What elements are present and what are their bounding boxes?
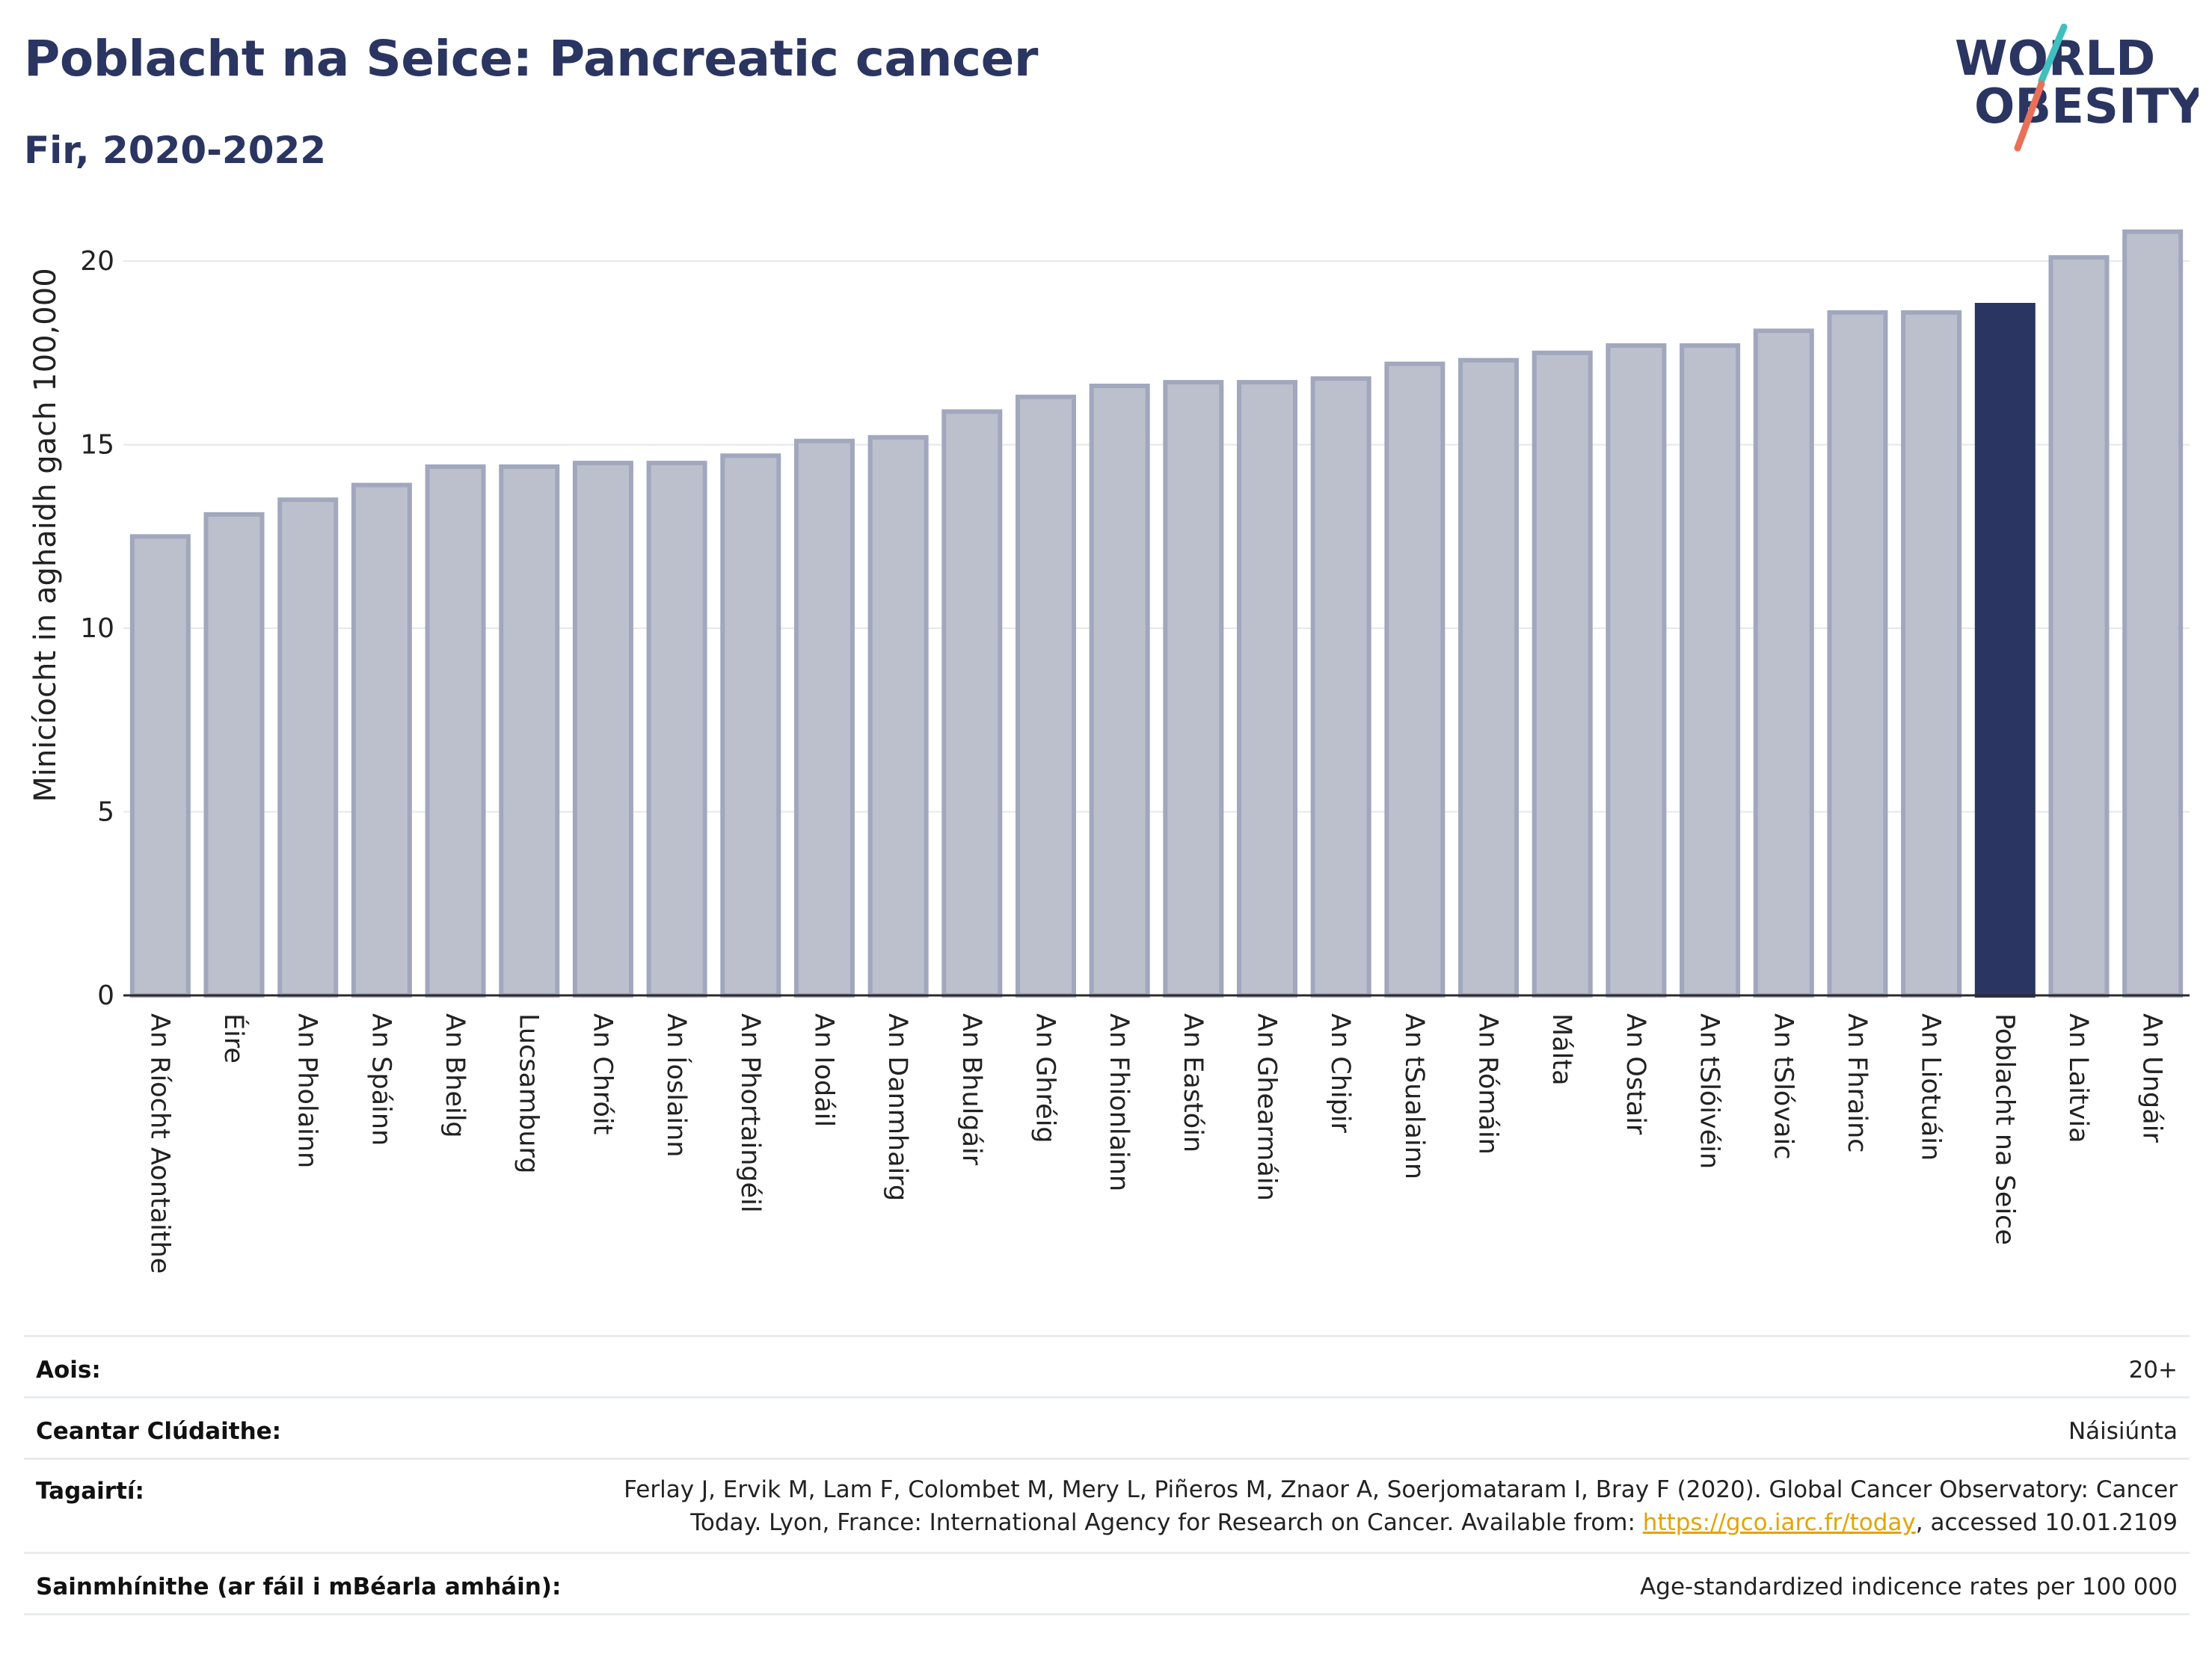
info-row-coverage: Ceantar Clúdaithe: Náisiúnta: [24, 1396, 2190, 1460]
bar-21: [1606, 343, 1667, 998]
coverage-value: Náisiúnta: [2068, 1418, 2178, 1445]
references-line-2: Today. Lyon, France: International Agenc…: [532, 1506, 2178, 1539]
y-axis-ticks: 0 5 10 15 20: [80, 246, 114, 1011]
x-tick-label: Málta: [1546, 1013, 1576, 1086]
bar-12: [941, 409, 1003, 998]
logo-line2: OBESITY: [1974, 79, 2199, 135]
info-row-definitions: Sainmhínithe (ar fáil i mBéarla amháin):…: [24, 1552, 2190, 1615]
page-title: Poblacht na Seice: Pancreatic cancer: [24, 30, 1038, 87]
x-tick-label: An Fhrainc: [1842, 1013, 1872, 1153]
x-tick-label: An Liotuáin: [1916, 1013, 1946, 1161]
bar-28: [2122, 229, 2184, 998]
definitions-value: Age-standardized indicence rates per 100…: [1640, 1573, 2178, 1600]
x-tick-label: An Rómáin: [1473, 1013, 1503, 1155]
x-tick-label: An Ghréig: [1030, 1013, 1060, 1143]
references-line-2-pre: Today. Lyon, France: International Agenc…: [690, 1509, 1643, 1536]
references-line-2-post: , accessed 10.01.2109: [1915, 1509, 2178, 1536]
logo-slash-teal: [2038, 23, 2068, 85]
x-tick-label: An Danmhairg: [882, 1013, 912, 1201]
page-subtitle: Fir, 2020-2022: [24, 129, 327, 172]
x-tick-label: An Bheilg: [440, 1013, 470, 1138]
coverage-label: Ceantar Clúdaithe:: [36, 1418, 282, 1445]
y-tick-label: 0: [97, 980, 114, 1011]
bar-11: [867, 435, 929, 998]
x-tick-label: An Laitvia: [2063, 1013, 2093, 1143]
bar-1: [129, 534, 191, 998]
bar-27: [2048, 255, 2110, 998]
y-tick-label: 20: [80, 246, 114, 277]
bar-23: [1753, 328, 1814, 998]
bar-26: [1974, 303, 2036, 998]
x-tick-label: An Chipir: [1325, 1013, 1355, 1134]
world-obesity-logo: WORLD OBESITY: [1955, 23, 2199, 152]
x-tick-label: Poblacht na Seice: [1989, 1013, 2019, 1245]
x-tick-label: An Ghearmáin: [1252, 1013, 1282, 1201]
bar-9: [720, 453, 781, 998]
x-tick-label: An Ríocht Aontaithe: [144, 1013, 174, 1274]
bar-15: [1163, 380, 1224, 998]
definitions-label: Sainmhínithe (ar fáil i mBéarla amháin):: [36, 1573, 562, 1600]
x-tick-label: An Iodáil: [808, 1013, 838, 1127]
references-label: Tagairtí:: [36, 1478, 144, 1505]
x-tick-label: An Ungáir: [2137, 1013, 2167, 1143]
x-axis-labels: An Ríocht Aontaithe Éire An Pholainn An Spá…: [144, 1013, 2166, 1274]
references-line-1: Ferlay J, Ervik M, Lam F, Colombet M, Me…: [624, 1476, 2178, 1503]
y-tick-label: 10: [80, 613, 114, 644]
x-tick-label: An Fhionlainn: [1104, 1013, 1134, 1191]
bars: [129, 229, 2184, 998]
x-tick-label: An Eastóin: [1178, 1013, 1208, 1152]
bar-18: [1384, 361, 1446, 998]
age-label: Aois:: [36, 1357, 101, 1384]
info-table: Aois: 20+ Ceantar Clúdaithe: Náisiúnta T…: [24, 1335, 2190, 1619]
bar-24: [1827, 310, 1888, 998]
x-tick-label: An Chróit: [587, 1013, 617, 1134]
x-tick-label: An Spáinn: [366, 1013, 396, 1146]
x-tick-label: An Phortaingéil: [735, 1013, 765, 1213]
bar-10: [793, 438, 855, 998]
x-tick-label: An Ostair: [1620, 1013, 1650, 1135]
references-value: Ferlay J, Ervik M, Lam F, Colombet M, Me…: [532, 1473, 2178, 1539]
bar-chart: 0 5 10 15 20 An Ríocht Aontaithe Éire An Phola…: [28, 229, 2190, 1274]
bar-8: [646, 461, 707, 998]
bar-20: [1531, 350, 1593, 998]
bar-6: [499, 464, 560, 998]
info-row-age: Aois: 20+: [24, 1335, 2190, 1398]
x-tick-label: An tSualainn: [1399, 1013, 1429, 1179]
x-tick-label: An Pholainn: [292, 1013, 322, 1168]
bar-5: [425, 464, 486, 998]
y-tick-label: 5: [97, 797, 114, 828]
x-tick-label: Éire: [218, 1013, 250, 1063]
bar-17: [1310, 376, 1371, 998]
bar-4: [351, 482, 412, 998]
x-tick-label: An tSlóvaic: [1768, 1013, 1798, 1159]
bar-16: [1237, 380, 1298, 998]
references-link[interactable]: https://gco.iarc.fr/today: [1642, 1509, 1916, 1536]
bar-19: [1458, 357, 1520, 998]
info-row-references: Tagairtí: Ferlay J, Ervik M, Lam F, Colo…: [24, 1458, 2190, 1554]
bar-3: [277, 497, 339, 998]
bar-22: [1680, 343, 1741, 998]
logo-slash-coral: [2014, 80, 2045, 152]
bar-7: [572, 461, 633, 998]
y-axis-title: Minicíocht in aghaidh gach 100,000: [28, 268, 63, 802]
bar-14: [1089, 384, 1150, 998]
x-tick-label: An Íoslainn: [661, 1013, 692, 1157]
y-tick-label: 15: [80, 430, 114, 461]
bar-25: [1901, 310, 1962, 998]
x-tick-label: An tSlóivéin: [1695, 1013, 1724, 1169]
x-tick-label: Lucsamburg: [514, 1013, 544, 1173]
age-value: 20+: [2128, 1357, 2178, 1384]
x-tick-label: An Bhulgáir: [956, 1013, 986, 1166]
info-bottom-rule: [24, 1613, 2190, 1615]
bar-2: [203, 512, 265, 998]
bar-13: [1015, 394, 1076, 998]
